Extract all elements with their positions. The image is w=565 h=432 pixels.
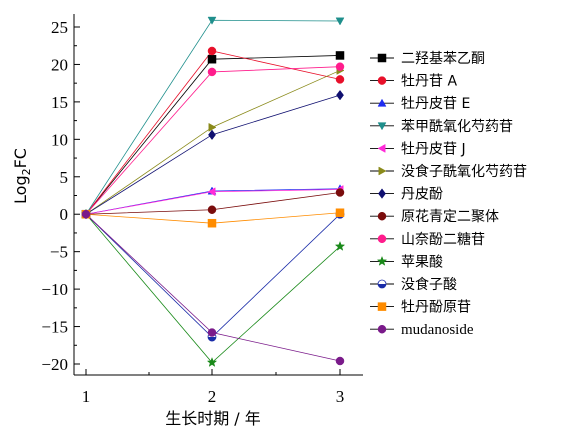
legend-label: mudanoside [401,322,474,338]
legend-marker [378,166,387,176]
legend-item: 没食子酸 [370,276,457,293]
y-tick-label: 5 [60,168,69,187]
y-axis-title-main: Log [11,175,30,204]
data-point [335,356,345,366]
data-point [207,205,217,214]
data-point [335,188,345,197]
y-tick-label: 0 [60,205,69,224]
y-tick-label: −20 [41,355,68,374]
legend-marker [377,234,387,244]
series-markers [80,16,346,367]
x-axis-title: 生长时期 / 年 [165,409,261,428]
legend-label: 牡丹皮苷 J [401,141,466,157]
data-point [207,16,217,25]
y-axis-title-suffix: FC [11,148,30,168]
legend-item: 牡丹皮苷 E [370,96,470,112]
legend-label: 原花青定二聚体 [401,209,499,225]
legend-item: 山奈酚二糖苷 [370,232,485,248]
legend-marker [377,53,387,63]
legend-marker [377,211,387,221]
legend-label: 丹皮酚 [401,187,443,203]
legend-label: 山奈酚二糖苷 [401,232,485,248]
legend-marker [377,98,387,107]
y-tick-label: −10 [41,280,68,299]
legend-marker [377,122,387,131]
series-line [85,213,341,338]
legend-item: 牡丹酚原苷 [370,300,471,316]
legend-item: 牡丹苷 A [370,74,457,90]
x-tick-label: 2 [208,387,217,406]
data-point [207,218,217,228]
legend-marker [377,143,386,153]
legend-item: 没食子酰氧化芍药苷 [370,163,527,180]
legend-item: 牡丹皮苷 J [370,141,466,157]
legend-item: 丹皮酚 [370,187,443,203]
plot-area: 25 20 15 10 5 0 −5 −10 −15 −20 1 2 3 [41,14,363,406]
y-tick-label: −15 [41,318,68,337]
data-point [334,240,346,251]
legend-marker [377,302,387,311]
legend-item: 原花青定二聚体 [370,209,499,225]
data-point [207,46,217,56]
legend-marker [376,255,388,266]
data-point [207,54,217,64]
y-axis-title: Log2FC [11,148,33,204]
legend-label: 牡丹苷 A [401,74,457,90]
legend-label: 没食子酸 [401,276,457,293]
legend-label: 牡丹酚原苷 [401,300,471,316]
y-tick-label: 25 [51,18,68,37]
legend-label: 牡丹皮苷 E [401,96,470,112]
x-tick-label: 3 [336,387,345,406]
legend-marker [377,76,387,85]
legend-marker [377,324,387,334]
legend-item: 苯甲酰氧化芍药苷 [370,118,513,135]
data-point [207,328,217,337]
data-point [336,89,344,101]
legend-item: 二羟基苯乙酮 [370,50,485,67]
data-point [335,75,345,84]
data-point [208,122,217,132]
data-point [207,67,217,77]
legend-label: 二羟基苯乙酮 [401,50,485,67]
data-point [208,129,216,141]
data-point [335,62,345,71]
y-ticks: 25 20 15 10 5 0 −5 −10 −15 −20 [41,18,80,374]
series-line [85,94,341,215]
data-point [207,187,216,197]
x-tick-label: 1 [82,387,91,406]
legend-item: mudanoside [370,322,474,338]
data-point [335,17,345,26]
y-axis-title-subscript: 2 [20,168,33,175]
y-tick-label: 20 [51,55,68,74]
y-tick-label: −5 [50,243,68,262]
x-ticks: 1 2 3 [82,369,345,406]
data-point [206,356,218,367]
y-tick-label: 10 [51,130,68,149]
legend-marker [377,279,387,289]
data-point [335,208,345,217]
legend-label: 苹果酸 [401,254,443,270]
legend-marker [378,188,386,199]
legend-label: 苯甲酰氧化芍药苷 [401,118,513,135]
legend-item: 苹果酸 [370,254,443,270]
legend-label: 没食子酰氧化芍药苷 [401,163,527,180]
y-tick-label: 15 [51,93,68,112]
data-point [81,209,91,219]
data-point [335,51,345,60]
